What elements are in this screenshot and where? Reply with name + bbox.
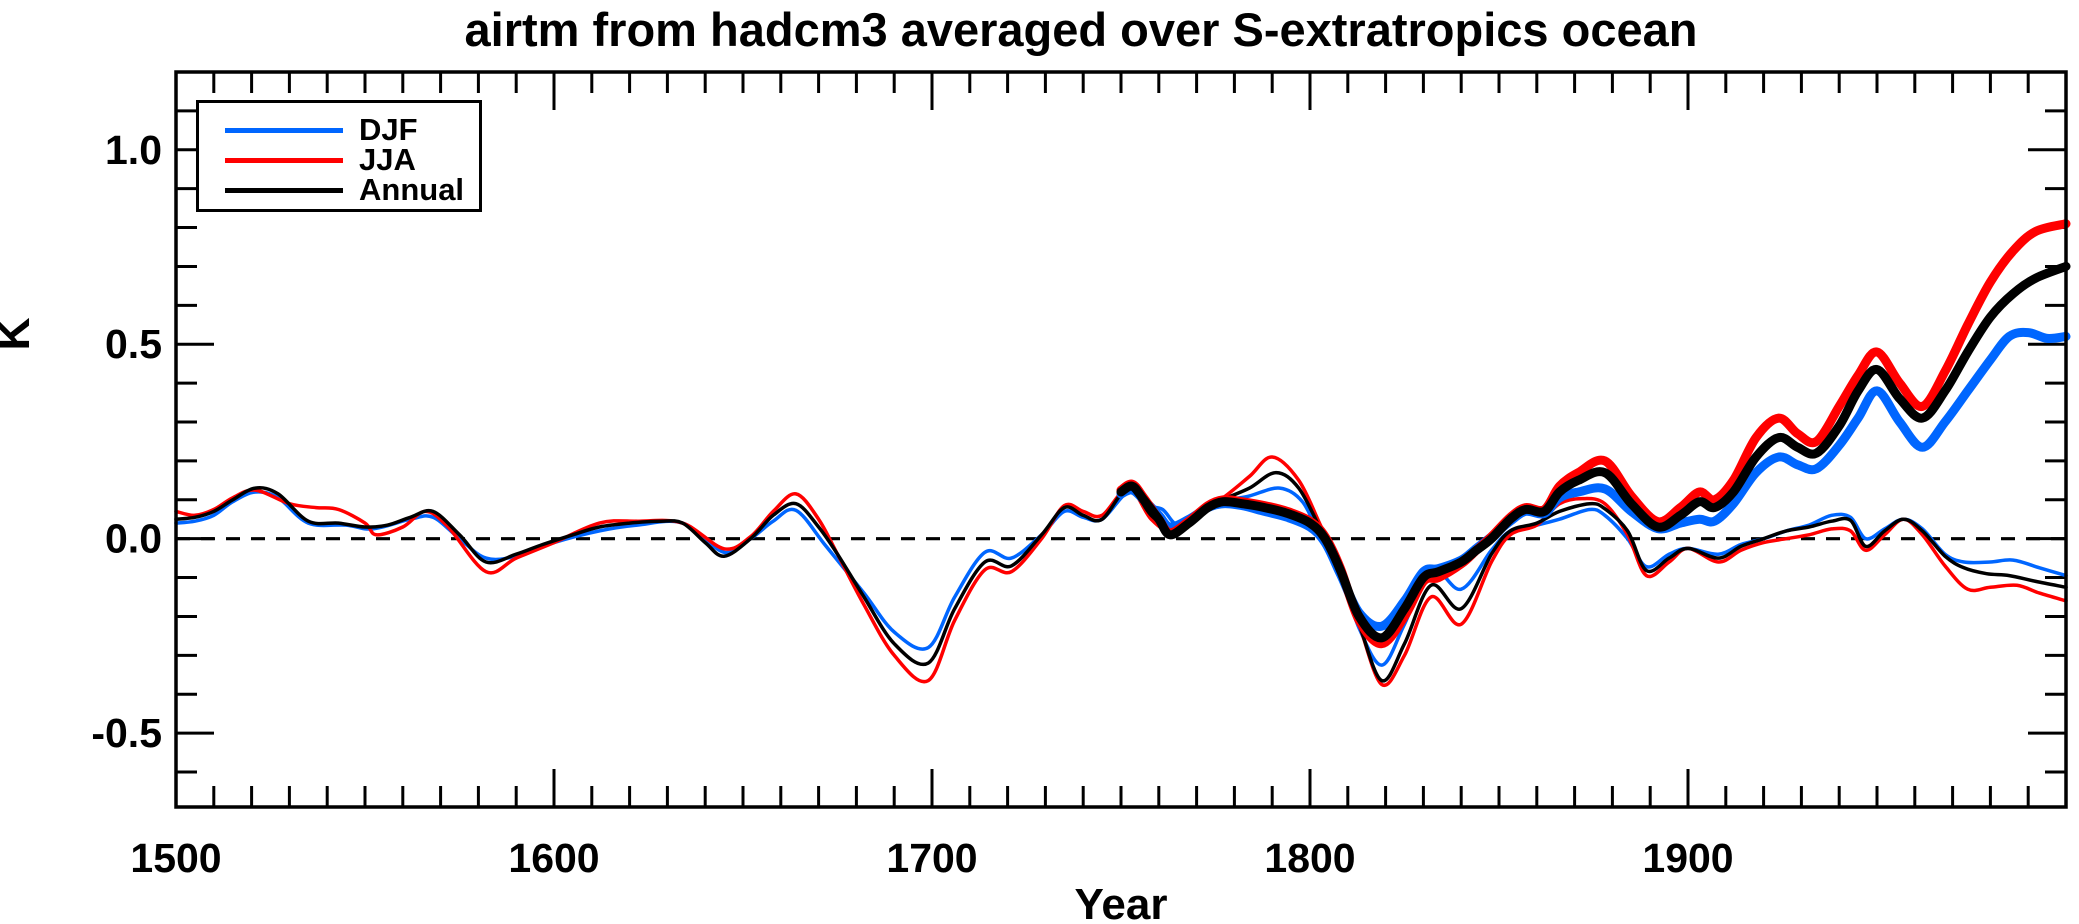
legend-item-annual: Annual [199, 172, 479, 207]
y-tick-label: 0.5 [105, 321, 162, 367]
legend-item-djf: DJF [199, 112, 479, 147]
chart-title: airtm from hadcm3 averaged over S-extrat… [464, 3, 1698, 56]
y-tick-label: 0.0 [105, 516, 162, 562]
x-tick-label: 1700 [886, 835, 977, 881]
plot-border [174, 70, 2068, 809]
annual-line-swatch [225, 188, 343, 193]
djf-line-swatch [225, 128, 343, 133]
series-line-0 [174, 486, 2068, 667]
x-tick-label: 1500 [130, 835, 221, 881]
legend-label-djf: DJF [359, 112, 418, 147]
y-tick-label: -0.5 [91, 710, 162, 756]
legend-label-jja: JJA [359, 142, 416, 177]
legend-item-jja: JJA [199, 142, 479, 177]
jja-line-swatch [225, 158, 343, 163]
y-tick-label: 1.0 [105, 127, 162, 173]
series-line-2 [174, 470, 2068, 683]
series-line-5 [1116, 261, 2071, 643]
legend-label-annual: Annual [359, 172, 465, 207]
x-tick-label: 1600 [508, 835, 599, 881]
x-axis-title: Year [1074, 880, 1168, 924]
series-line-4 [1116, 219, 2071, 649]
x-tick-label: 1800 [1264, 835, 1355, 881]
legend: DJF JJA Annual [196, 100, 482, 212]
y-axis-title: K [0, 304, 46, 364]
x-tick-label: 1900 [1642, 835, 1733, 881]
